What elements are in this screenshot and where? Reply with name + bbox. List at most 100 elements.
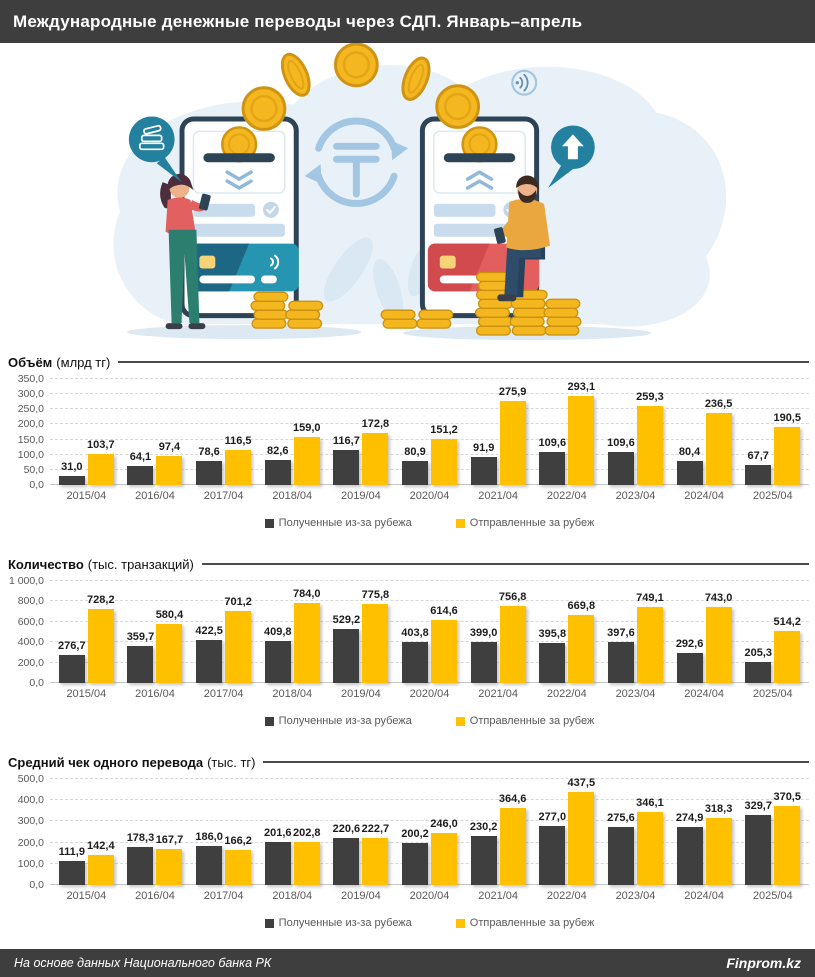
bar-value-label: 236,5 (704, 398, 733, 411)
charts-area: Объём (млрд тг) 0,0 50,0 100,0 150,0 200,0 25… (0, 343, 815, 931)
bar-received: 274,9 (676, 812, 703, 885)
bar-value-label: 230,2 (469, 821, 498, 834)
phone-in-hand (198, 193, 211, 211)
legend-item-received: Полученные из-за рубежа (264, 715, 412, 727)
x-tick-label: 2025/04 (752, 490, 793, 502)
card-chip (198, 255, 215, 269)
y-tick-label: 300,0 (17, 815, 44, 828)
coin-slot (443, 153, 515, 163)
bar-sent: 97,4 (156, 441, 183, 485)
x-tick-label: 2024/04 (684, 688, 724, 700)
x-tick-label: 2021/04 (478, 490, 519, 502)
flying-coins (241, 43, 480, 131)
bar-sent: 151,2 (430, 424, 458, 485)
page-title: Международные денежные переводы через СД… (13, 11, 583, 31)
bar-value-label: 370,5 (773, 791, 801, 804)
bar-received: 399,0 (470, 627, 497, 683)
bar-value-label: 116,5 (224, 434, 252, 447)
x-tick-label: 2017/04 (203, 688, 244, 700)
gridline (50, 408, 809, 410)
bar-value-label: 395,8 (538, 627, 567, 640)
y-tick-label: 200,0 (17, 418, 44, 431)
bar-value-label: 346,1 (636, 796, 664, 809)
bar-value-label: 403,8 (401, 626, 429, 639)
bar-value-label: 364,6 (498, 792, 527, 805)
x-tick-label: 2019/04 (341, 688, 381, 700)
bar-received: 275,6 (607, 812, 635, 885)
gridline (50, 862, 809, 864)
x-axis-line (50, 682, 809, 683)
bar-value-label: 669,8 (567, 599, 596, 612)
bar-sent: 370,5 (773, 791, 801, 885)
bar-received: 359,7 (127, 631, 154, 683)
bar-value-label: 274,9 (675, 811, 704, 824)
bar-group-2021/04: 230,2 364,6 (464, 779, 533, 885)
bar-group-2024/04: 80,4 236,5 (670, 379, 739, 485)
bar-group-2020/04: 80,9 151,2 (395, 379, 464, 485)
x-tick-label: 2019/04 (341, 890, 381, 902)
x-tick-label: 2022/04 (546, 688, 587, 700)
y-tick-label: 800,0 (17, 595, 44, 608)
bar-group-2018/04: 201,6 202,8 (258, 779, 327, 885)
bar-received: 82,6 (264, 445, 291, 485)
bar-value-label: 80,9 (404, 445, 426, 458)
chart-average-check: Средний чек одного перевода (тыс. тг) 0,… (8, 753, 809, 931)
bar-value-label: 97,4 (158, 440, 181, 453)
chart-count: Количество (тыс. транзакций) 0,0 200,0 400… (8, 555, 809, 729)
bar-value-label: 202,8 (292, 827, 321, 840)
y-axis: 0,0 200,0 400,0 600,0 800,0 1 000,0 (8, 575, 50, 689)
bar-sent: 293,1 (568, 381, 595, 485)
chart-title: Объём (8, 354, 53, 370)
bar-value-label: 756,8 (498, 590, 527, 603)
x-tick-label: 2015/04 (66, 490, 107, 502)
bar-group-2016/04: 178,3 167,7 (121, 779, 190, 885)
bar-sent: 202,8 (293, 827, 321, 885)
input-row (433, 203, 495, 217)
bar-value-label: 728,2 (87, 593, 115, 606)
plot-area: 111,9 142,4 178,3 167,7 186,0 166,2 201,6 202,8… (50, 777, 809, 885)
bar-sent: 275,9 (499, 386, 526, 485)
legend-item-sent: Отправленные за рубеж (455, 517, 594, 529)
bar-group-2022/04: 277,0 437,5 (532, 777, 601, 885)
gridline (50, 600, 809, 602)
bar-value-label: 277,0 (538, 811, 567, 824)
x-tick-label: 2018/04 (272, 688, 313, 700)
ground-shadow (126, 325, 361, 340)
plot-wrap: 111,9 142,4 178,3 167,7 186,0 166,2 201,6 202,8… (50, 777, 809, 931)
speech-bubble-up-arrow-icon (547, 125, 595, 189)
bar-group-2020/04: 403,8 614,6 (395, 581, 464, 683)
bar-sent: 437,5 (568, 777, 595, 885)
bar-value-label: 78,6 (198, 446, 220, 459)
legend-marker (264, 716, 274, 726)
gridline (50, 620, 809, 622)
bar-sent: 756,8 (499, 591, 526, 683)
x-tick-label: 2015/04 (66, 688, 107, 700)
gridline (50, 438, 809, 440)
x-tick-label: 2017/04 (203, 890, 244, 902)
phone-in-hand (493, 227, 506, 244)
chevron-down-icon (224, 170, 253, 190)
bar-sent: 116,5 (225, 435, 252, 485)
bar-received: 109,6 (539, 437, 566, 485)
legend-item-received: Полученные из-за рубежа (264, 917, 412, 929)
legend-label: Отправленные за рубеж (469, 715, 595, 727)
bar-received: 67,7 (745, 450, 772, 485)
chart-title-row: Средний чек одного перевода (тыс. тг) (8, 753, 809, 771)
x-tick-label: 2023/04 (615, 890, 656, 902)
bar-sent: 236,5 (705, 398, 732, 485)
x-tick-label: 2018/04 (272, 490, 313, 502)
x-tick-label: 2025/04 (752, 890, 793, 902)
legend-label: Полученные из-за рубежа (278, 917, 412, 929)
x-tick-label: 2017/04 (203, 490, 244, 502)
bar-group-2023/04: 275,6 346,1 (601, 779, 670, 885)
gridline (50, 423, 809, 425)
y-tick-label: 200,0 (17, 836, 44, 849)
legend: Полученные из-за рубежа Отправленные за р… (50, 515, 809, 531)
bar-value-label: 318,3 (704, 802, 733, 815)
bar-group-2016/04: 359,7 580,4 (121, 581, 190, 683)
check-icon (262, 201, 279, 218)
bar-value-label: 205,3 (744, 647, 772, 660)
x-tick-label: 2016/04 (135, 890, 175, 902)
tenge-exchange-icon (304, 117, 408, 207)
bar-received: 276,7 (58, 640, 86, 683)
